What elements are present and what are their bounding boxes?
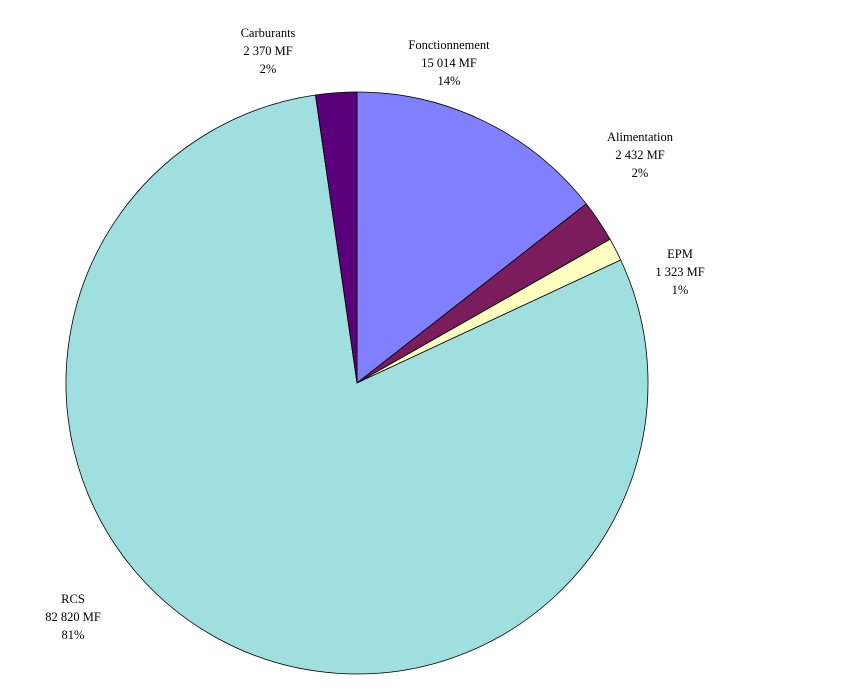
slice-value: 15 014 MF [421, 56, 477, 70]
slice-value: 2 370 MF [243, 44, 292, 58]
pie-slice [315, 91, 358, 384]
slice-percent: 2% [260, 62, 277, 76]
slice-label: Carburants [241, 26, 296, 40]
slice-label: Fonctionnement [408, 38, 490, 52]
slice-value: 1 323 MF [655, 265, 704, 279]
slice-percent: 2% [632, 166, 649, 180]
slice-percent: 81% [62, 628, 85, 642]
slice-percent: 14% [438, 74, 461, 88]
pie-slice [356, 91, 587, 384]
slice-label: EPM [667, 247, 693, 261]
slice-value: 2 432 MF [615, 148, 664, 162]
slice-percent: 1% [672, 283, 689, 297]
pie-slice [65, 94, 649, 675]
slice-label: RCS [61, 592, 85, 606]
slice-label: Alimentation [607, 130, 674, 144]
slice-value: 82 820 MF [45, 610, 101, 624]
